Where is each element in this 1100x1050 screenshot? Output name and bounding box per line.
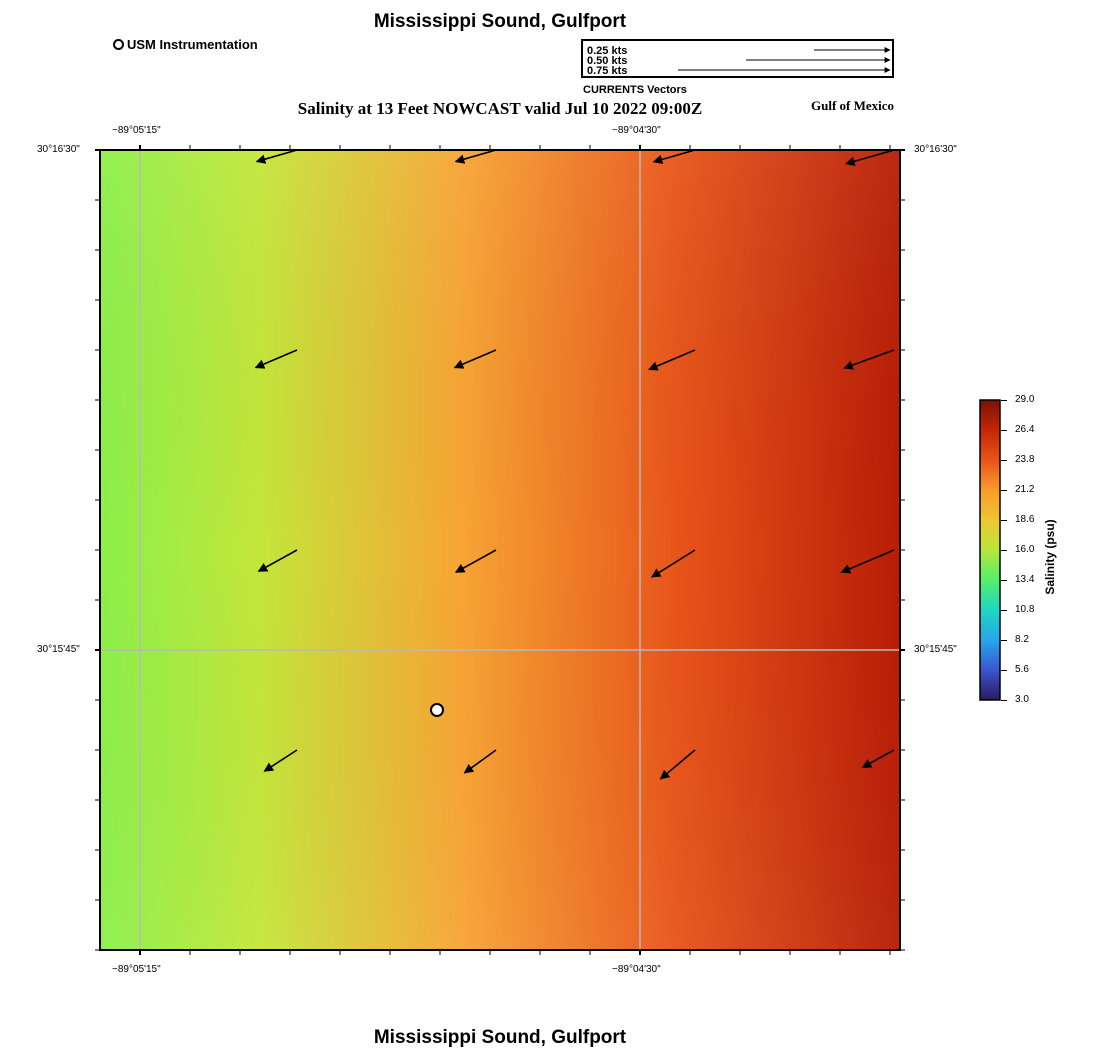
colorbar-tick-label: 29.0 <box>1015 394 1035 405</box>
colorbar-ramp <box>979 399 1001 701</box>
colorbar-tick <box>1001 490 1007 491</box>
current-vector-arrow <box>659 749 696 780</box>
longitude-label: −89°05'15" <box>112 125 161 136</box>
colorbar-tick <box>1001 430 1007 431</box>
colorbar-tick <box>1001 550 1007 551</box>
salinity-shading <box>100 150 900 950</box>
colorbar-tick-label: 18.6 <box>1015 514 1035 525</box>
colorbar-tick-label: 5.6 <box>1015 664 1029 675</box>
colorbar-tick-label: 10.8 <box>1015 604 1035 615</box>
colorbar-tick <box>1001 700 1007 701</box>
colorbar-tick-label: 26.4 <box>1015 424 1035 435</box>
current-vector-arrow <box>650 549 696 578</box>
circle-marker-icon <box>113 39 124 50</box>
current-vector-arrow <box>263 749 298 772</box>
latitude-label: 30°16'30" <box>37 144 80 155</box>
longitude-label: −89°05'15" <box>112 964 161 975</box>
vector-legend-caption: CURRENTS Vectors <box>583 84 687 96</box>
current-vector-arrow <box>652 149 696 165</box>
current-vector-arrow <box>453 349 497 369</box>
colorbar-tick <box>1001 400 1007 401</box>
colorbar-tick <box>1001 520 1007 521</box>
map-subtitle: Salinity at 13 Feet NOWCAST valid Jul 10… <box>297 99 703 118</box>
colorbar-tick-label: 16.0 <box>1015 544 1035 555</box>
current-vector-arrow <box>254 349 298 369</box>
vector-scale-arrows <box>678 47 891 73</box>
vector-scale-label: 0.50 kts <box>587 55 628 67</box>
colorbar-title: Salinity (psu) <box>1043 519 1057 595</box>
current-vector-arrow <box>648 349 696 371</box>
current-vector-arrow <box>454 549 497 574</box>
latitude-label: 30°15'45" <box>37 644 80 655</box>
current-vector-arrow <box>861 749 895 769</box>
station-legend: USM Instrumentation <box>113 37 258 52</box>
region-label: Gulf of Mexico <box>811 98 895 113</box>
colorbar <box>979 399 1001 701</box>
usm-station-marker[interactable] <box>430 703 444 717</box>
vector-scale-legend: 0.25 kts 0.50 kts 0.75 kts <box>581 39 894 78</box>
vector-scale-label: 0.25 kts <box>587 45 628 57</box>
current-vector-arrow <box>255 149 298 164</box>
current-vector-arrow <box>463 749 497 774</box>
colorbar-tick-label: 21.2 <box>1015 484 1035 495</box>
current-vector-arrow <box>454 149 497 164</box>
colorbar-tick <box>1001 580 1007 581</box>
current-vector-arrow <box>845 149 895 167</box>
colorbar-tick-label: 13.4 <box>1015 574 1035 585</box>
latitude-label: 30°16'30" <box>914 144 957 155</box>
colorbar-tick-label: 8.2 <box>1015 634 1029 645</box>
colorbar-tick-label: 3.0 <box>1015 694 1029 705</box>
colorbar-tick <box>1001 610 1007 611</box>
vector-scale-label: 0.75 kts <box>587 65 628 77</box>
map-frame <box>99 149 901 951</box>
latitude-label: 30°15'45" <box>914 644 957 655</box>
current-vector-arrow <box>843 349 895 370</box>
colorbar-tick-label: 23.8 <box>1015 454 1035 465</box>
graticule <box>100 150 900 950</box>
current-vectors <box>254 149 895 780</box>
footer-title: Mississippi Sound, Gulfport <box>373 1027 627 1048</box>
colorbar-tick <box>1001 640 1007 641</box>
longitude-label: −89°04'30" <box>612 964 661 975</box>
current-vector-arrow <box>257 549 298 573</box>
colorbar-tick <box>1001 670 1007 671</box>
longitude-label: −89°04'30" <box>612 125 661 136</box>
map-title: Mississippi Sound, Gulfport <box>373 11 627 32</box>
current-vector-arrow <box>840 549 895 574</box>
colorbar-tick <box>1001 460 1007 461</box>
station-legend-label: USM Instrumentation <box>127 37 258 52</box>
